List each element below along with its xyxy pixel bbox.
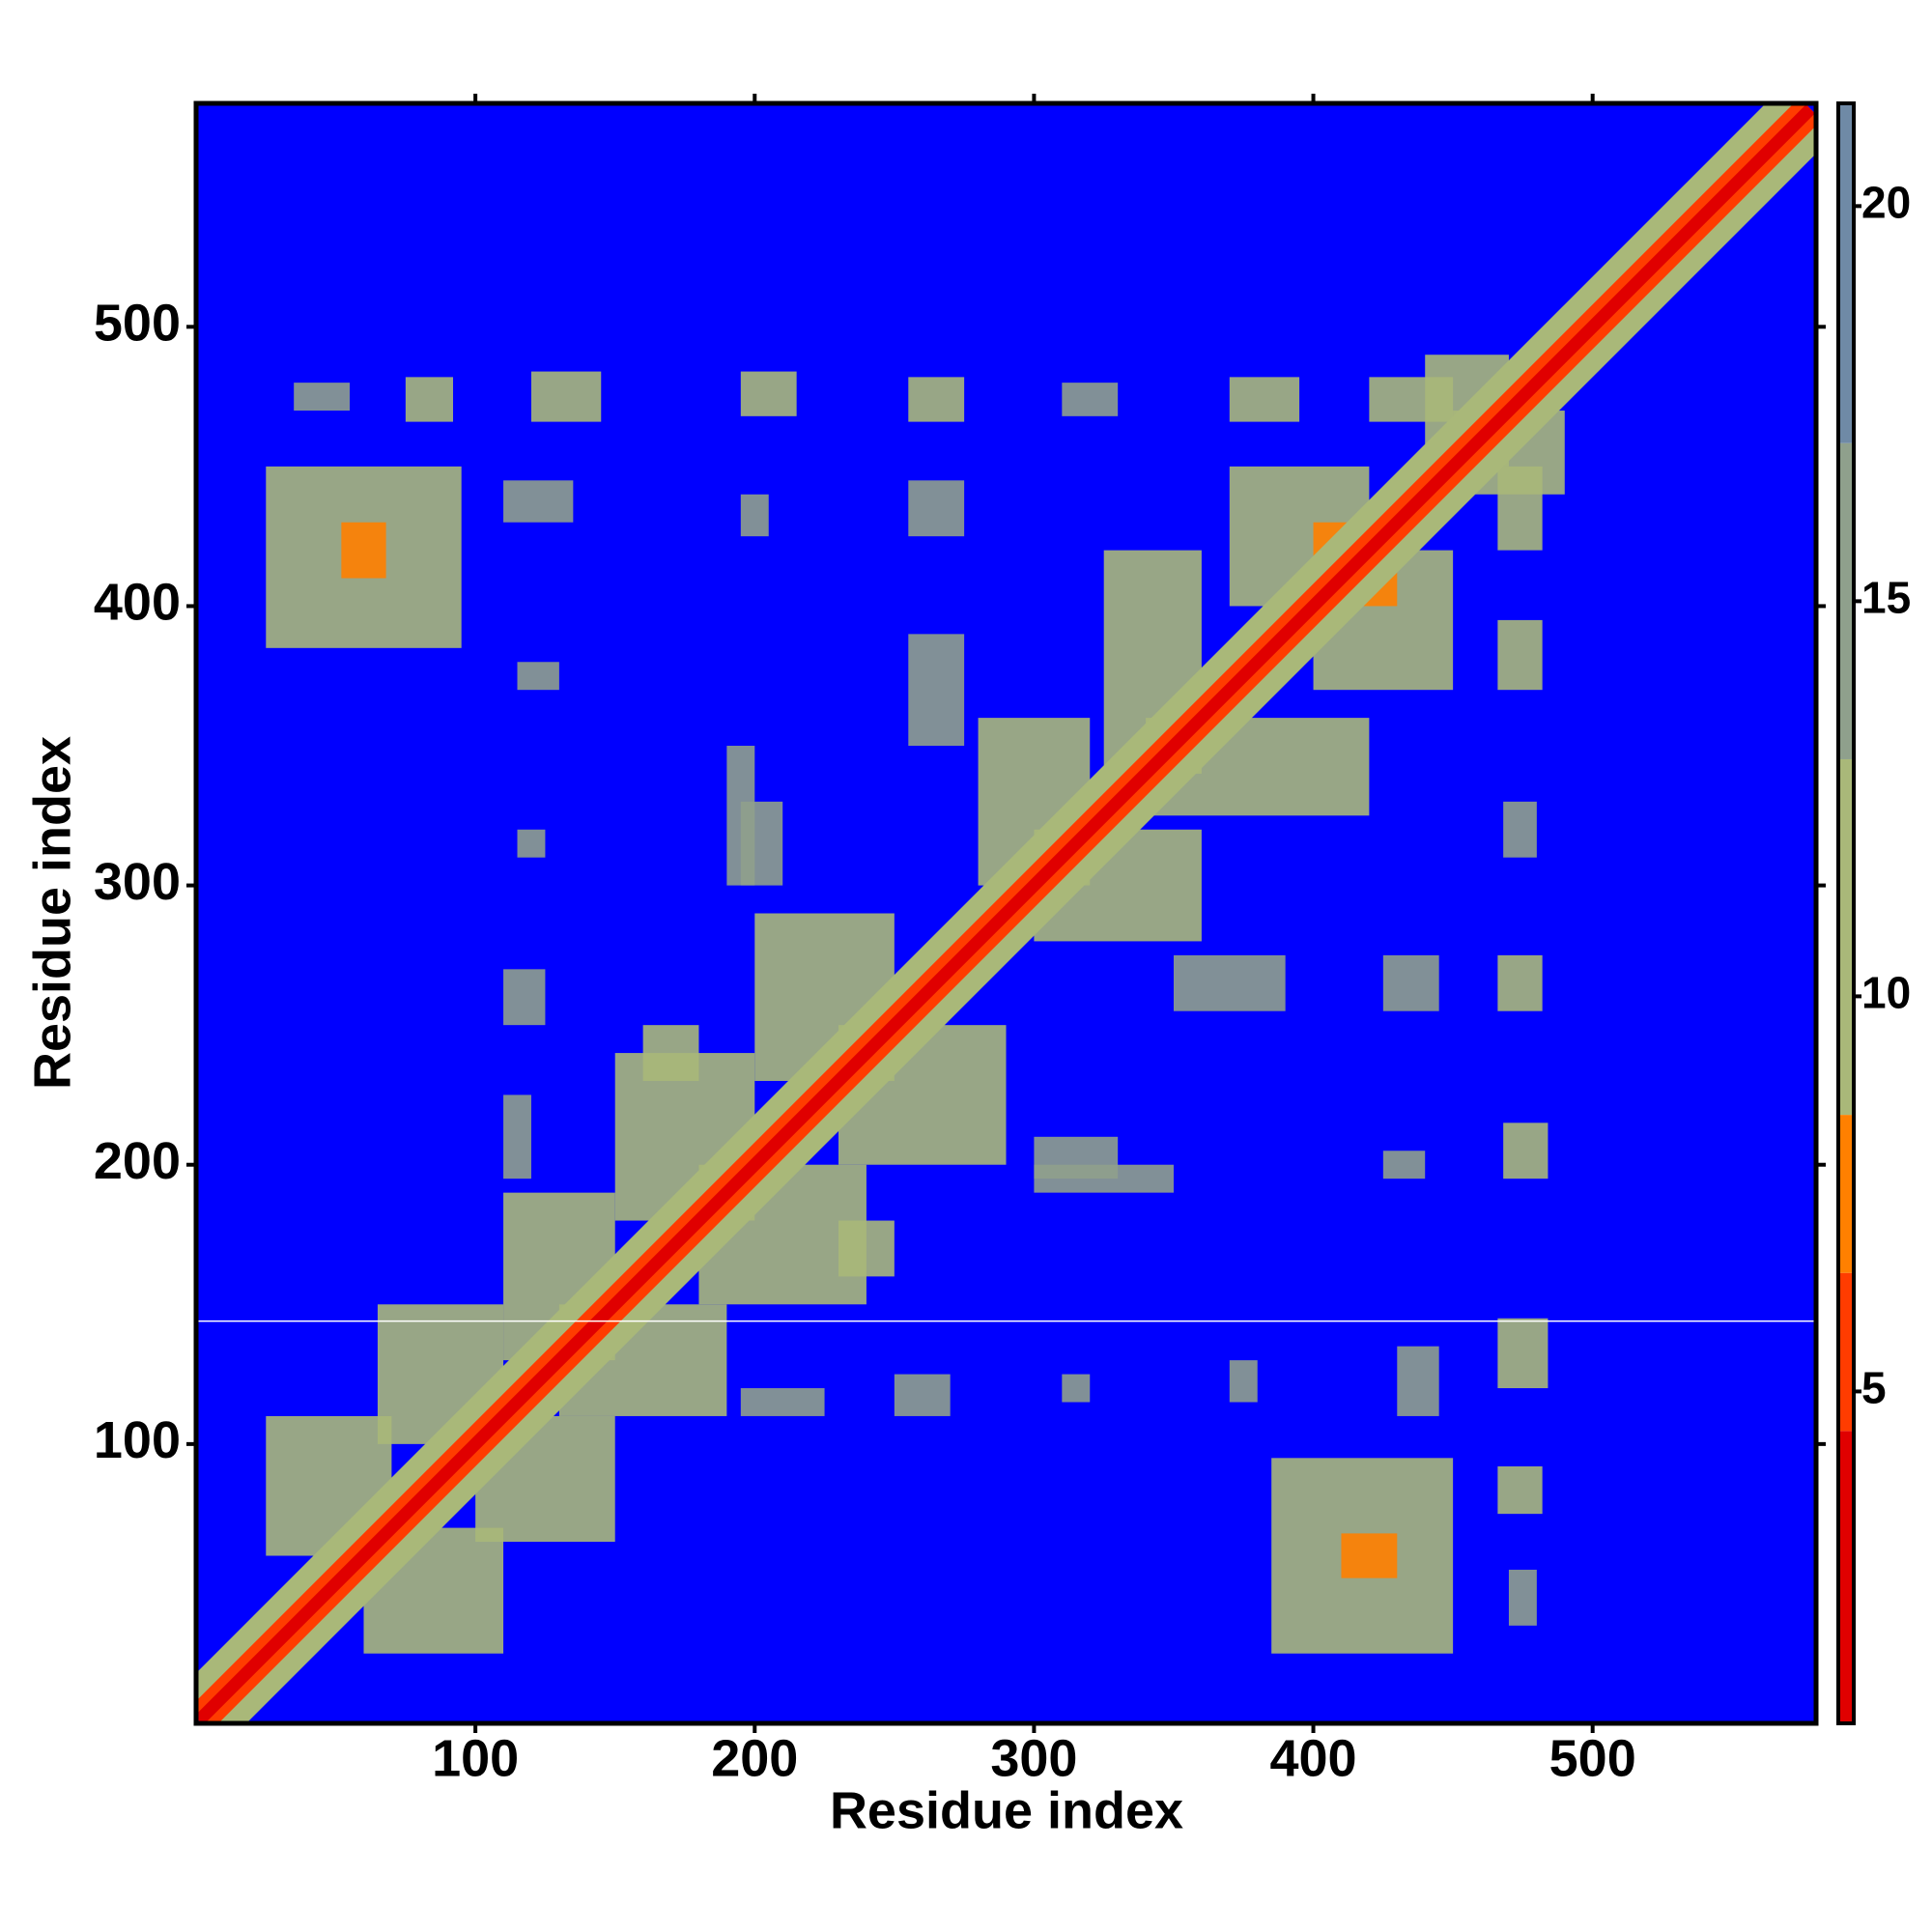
colorbar-tick-label: 20 — [1861, 178, 1911, 228]
contact-region — [530, 371, 602, 422]
contact-region — [1062, 1374, 1091, 1403]
colorbar-frame — [1836, 101, 1856, 1725]
y-tick-label: 300 — [94, 853, 181, 911]
colorbar-tick-label: 15 — [1861, 573, 1911, 623]
contact-region — [1503, 801, 1537, 858]
contact-region — [1382, 954, 1439, 1011]
plot-frame — [193, 100, 1819, 1726]
y-axis-label: Residue index — [23, 736, 81, 1090]
contact-region — [740, 494, 769, 537]
contact-region — [740, 1388, 825, 1416]
colorbar-segment — [1838, 1431, 1854, 1723]
y-tick-label: 400 — [94, 574, 181, 632]
contact-region — [1173, 954, 1286, 1011]
contact-region — [1062, 383, 1119, 416]
colorbar-tick-label: 10 — [1861, 968, 1911, 1018]
y-tick-label: 200 — [94, 1132, 181, 1190]
contact-region — [1497, 1318, 1548, 1389]
contact-region — [294, 383, 351, 412]
contact-region — [503, 969, 546, 1026]
contact-region — [838, 1220, 895, 1277]
x-tick-label: 400 — [1269, 1729, 1356, 1787]
contact-region — [726, 746, 755, 886]
contact-region — [1034, 1164, 1174, 1193]
x-tick-label: 200 — [711, 1729, 798, 1787]
contact-region — [341, 522, 386, 579]
contact-region — [517, 662, 559, 691]
contact-region — [517, 829, 546, 858]
colorbar-segment — [1838, 1115, 1854, 1273]
contact-region — [503, 1094, 531, 1179]
contact-region — [1497, 954, 1543, 1011]
colorbar-segment — [1838, 103, 1854, 443]
contact-region — [1341, 1533, 1398, 1578]
contact-region — [1229, 1360, 1258, 1403]
contact-region — [405, 377, 454, 422]
x-axis-label: Residue index — [830, 1781, 1183, 1839]
colorbar-tick-label: 5 — [1861, 1363, 1887, 1413]
colorbar-segment — [1838, 758, 1854, 1116]
contact-region — [908, 634, 965, 747]
contact-region — [1382, 1151, 1426, 1179]
contact-region — [1397, 1346, 1439, 1416]
plot-area — [196, 103, 1816, 1723]
contact-region — [894, 1374, 951, 1416]
contact-region — [1229, 377, 1300, 422]
x-tick-label: 300 — [990, 1729, 1077, 1787]
y-tick-label: 500 — [94, 295, 181, 353]
diagonal-band — [196, 104, 1815, 1723]
contact-region — [1503, 1122, 1548, 1179]
contact-region — [1497, 1465, 1543, 1515]
contact-region — [908, 480, 965, 537]
contact-region — [642, 1025, 699, 1081]
contact-region — [1508, 1569, 1537, 1626]
x-tick-label: 500 — [1549, 1729, 1636, 1787]
contact-region — [1497, 619, 1543, 691]
contact-region — [740, 371, 797, 416]
colorbar-segment — [1838, 1272, 1854, 1432]
colorbar-segment — [1838, 442, 1854, 759]
y-tick-label: 100 — [94, 1411, 181, 1469]
contact-region — [503, 480, 574, 523]
x-tick-label: 100 — [432, 1729, 519, 1787]
contact-region — [908, 377, 965, 422]
